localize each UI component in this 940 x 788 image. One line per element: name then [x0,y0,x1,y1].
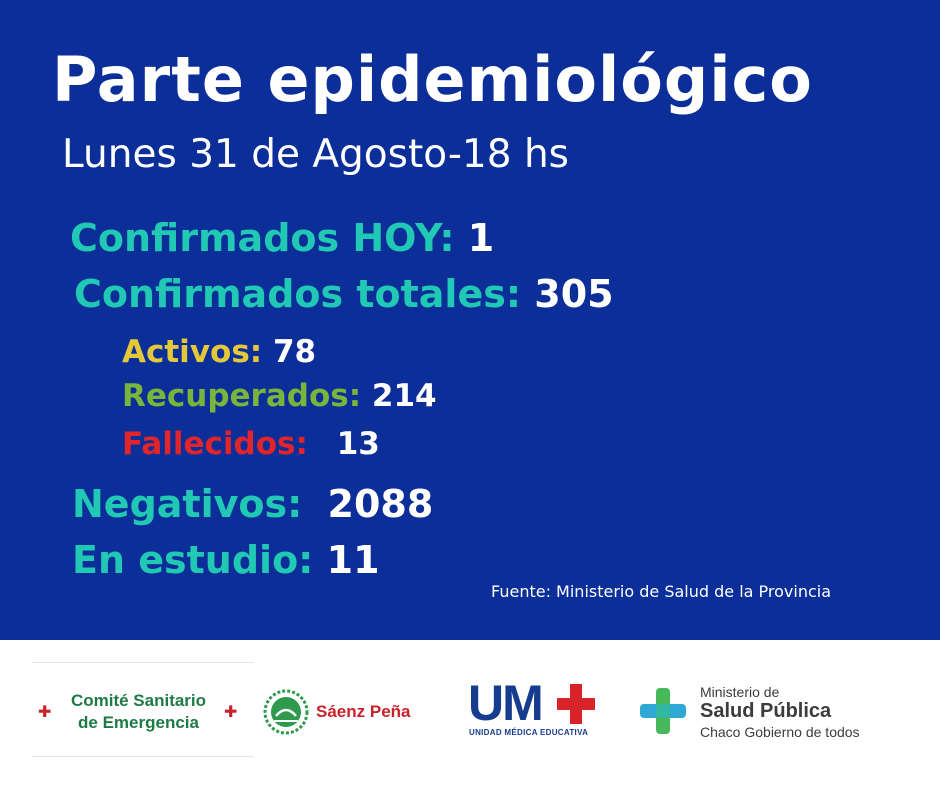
ume-logo: UM UNIDAD MÉDICA EDUCATIVA [468,678,600,742]
logo-footer [0,640,940,788]
stat-label: Negativos: [72,482,303,526]
saenz-pena-name: Sáenz Peña [316,702,411,721]
red-cross-icon: ✚ [224,702,238,721]
stat-activos: Activos: 78 [122,334,316,371]
stat-recuperados: Recuperados: 214 [122,378,437,415]
info-panel: Parte epidemiológico Lunes 31 de Agosto-… [0,0,940,640]
stat-label: Fallecidos: [122,426,308,462]
health-cross-icon [640,688,686,734]
page-title: Parte epidemiológico [52,43,813,116]
ume-subtitle: UNIDAD MÉDICA EDUCATIVA [469,728,589,737]
stat-negativos: Negativos: 2088 [72,482,433,528]
ministerio-line2: Salud Pública [700,700,832,722]
stat-value: 214 [371,378,437,414]
stat-confirmados-totales: Confirmados totales: 305 [74,272,614,318]
red-cross-icon: ✚ [38,702,52,721]
stat-value: 13 [336,426,380,462]
stat-label: Activos: [122,334,263,370]
saenz-pena-logo: Sáenz Peña [262,688,442,738]
source-note: Fuente: Ministerio de Salud de la Provin… [491,582,832,601]
stat-en-estudio: En estudio: 11 [72,538,380,584]
ministerio-line3: Chaco Gobierno de todos [700,724,860,740]
stat-confirmados-hoy: Confirmados HOY: 1 [70,216,494,262]
sun-emblem-icon [263,689,309,735]
stat-value: 78 [272,334,317,370]
ministerio-line1: Ministerio de [700,684,780,700]
comite-line2: de Emergencia [78,713,199,732]
comite-logo-text: Comité Sanitario de Emergencia [56,690,221,734]
ume-letters: UM [468,675,544,731]
divider-top [32,662,254,663]
stat-label: Recuperados: [122,378,362,414]
stat-label: Confirmados HOY: [70,216,455,260]
stat-label: Confirmados totales: [74,272,522,316]
divider-bottom [32,756,254,757]
stat-fallecidos: Fallecidos: 13 [122,426,380,463]
comite-sanitario-logo: ✚ Comité Sanitario de Emergencia ✚ [38,690,238,738]
stat-value: 305 [534,272,614,316]
stat-label: En estudio: [72,538,314,582]
ministerio-salud-logo: Ministerio de Salud Pública Chaco Gobier… [640,684,900,744]
date-subtitle: Lunes 31 de Agosto-18 hs [62,132,569,177]
stat-value: 2088 [327,482,434,526]
stat-value: 1 [467,216,495,260]
comite-line1: Comité Sanitario [70,691,207,710]
stat-value: 11 [326,538,380,582]
